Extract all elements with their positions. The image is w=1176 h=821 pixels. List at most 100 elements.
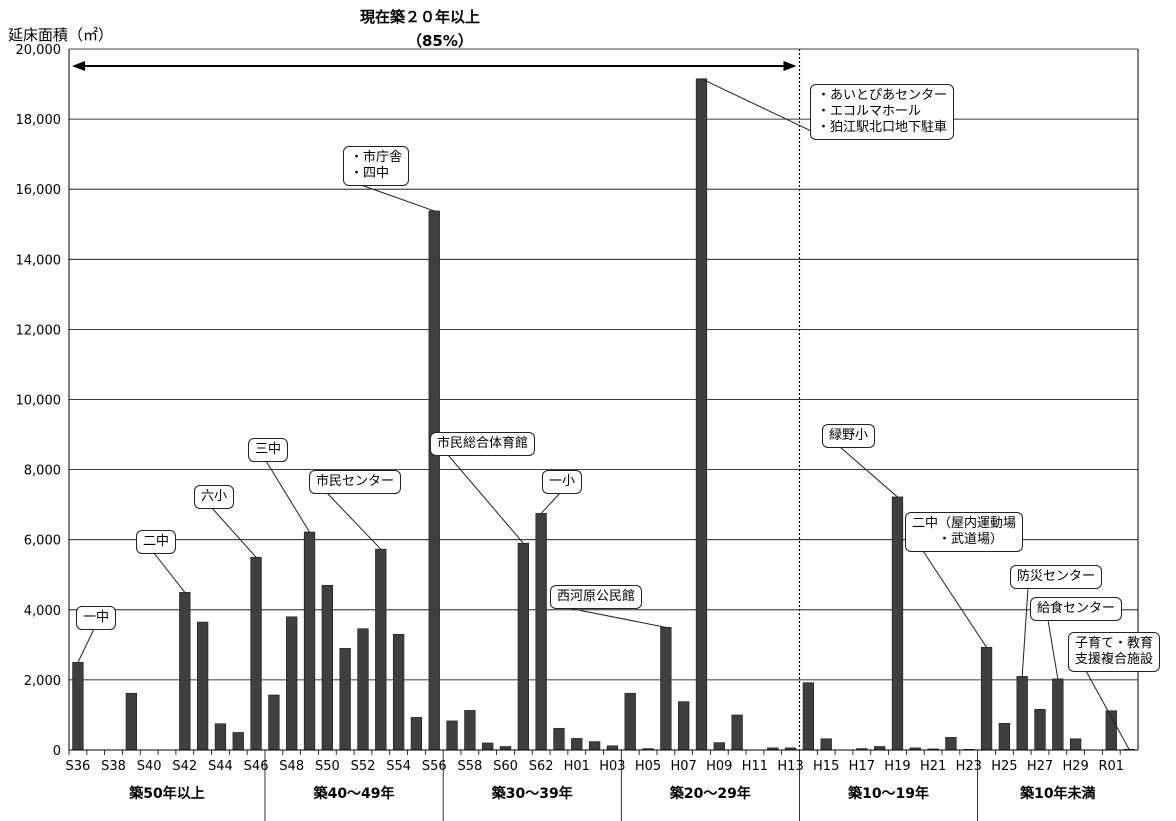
annotations bbox=[72, 49, 1130, 750]
y-axis-title: 延床面積（㎡） bbox=[8, 26, 114, 44]
bar bbox=[802, 682, 815, 751]
x-tick-label: S42 bbox=[172, 759, 197, 774]
x-tick-label: S38 bbox=[101, 759, 126, 774]
bar bbox=[535, 513, 547, 751]
callout-label: 子育て・教育 支援複合施設 bbox=[1068, 632, 1161, 672]
bar bbox=[660, 627, 672, 751]
x-tick-label: H11 bbox=[742, 759, 768, 774]
callout-label: 二中 bbox=[136, 530, 177, 554]
x-tick-label: S58 bbox=[457, 759, 482, 774]
bar bbox=[464, 710, 476, 751]
bar bbox=[695, 78, 708, 751]
bar bbox=[357, 628, 369, 751]
callout-label: 緑野小 bbox=[822, 424, 876, 448]
y-tick-label: 8,000 bbox=[24, 464, 61, 479]
y-tick-label: 6,000 bbox=[24, 534, 61, 549]
bar bbox=[945, 737, 957, 751]
range-arrow-head-left bbox=[72, 61, 85, 71]
bar bbox=[1016, 676, 1028, 751]
x-tick-label: H29 bbox=[1062, 759, 1088, 774]
callout-pointer bbox=[922, 550, 987, 648]
callout-pointer bbox=[567, 607, 666, 628]
callout-label: 給食センター bbox=[1030, 597, 1123, 621]
axes: 0 2,000 4,000 6,000 8,000 10,000 12,000 14,000 1… bbox=[16, 43, 1139, 821]
callout-label: 六小 bbox=[194, 485, 235, 509]
callout-pointer bbox=[77, 628, 95, 663]
callout-pointer bbox=[701, 78, 829, 140]
y-tick-label: 0 bbox=[53, 744, 61, 759]
bar bbox=[446, 720, 458, 751]
x-tick-label: S44 bbox=[208, 759, 233, 774]
x-tick-label: S52 bbox=[351, 759, 376, 774]
bar bbox=[678, 701, 690, 751]
callout-pointer bbox=[447, 454, 524, 544]
bar bbox=[196, 621, 209, 751]
bar bbox=[72, 662, 84, 751]
x-tick-label: H05 bbox=[635, 759, 661, 774]
y-tick-label: 12,000 bbox=[16, 323, 62, 338]
bar bbox=[321, 584, 333, 751]
bar bbox=[624, 692, 636, 751]
x-tick-label: S62 bbox=[529, 759, 554, 774]
x-tick-label: H23 bbox=[956, 759, 982, 774]
bar bbox=[392, 634, 405, 751]
x-tick-label: H17 bbox=[849, 759, 875, 774]
y-tick-label: 18,000 bbox=[16, 113, 62, 128]
group-label: 築50年以上 bbox=[128, 785, 204, 802]
bar bbox=[303, 531, 316, 751]
x-tick-label: S60 bbox=[493, 759, 518, 774]
x-tick-label: H01 bbox=[564, 759, 590, 774]
bar bbox=[588, 741, 601, 751]
group-label: 築10～19年 bbox=[847, 785, 929, 802]
bar bbox=[250, 556, 262, 751]
callout-label: ・市庁舎 ・四中 bbox=[343, 146, 410, 186]
x-tick-label: H27 bbox=[1027, 759, 1053, 774]
callout-pointer bbox=[839, 446, 898, 498]
group-label: 築40～49年 bbox=[313, 785, 395, 802]
bar bbox=[571, 738, 583, 751]
bar bbox=[232, 732, 244, 751]
callout-pointer bbox=[360, 184, 435, 212]
x-tick-label: S54 bbox=[386, 759, 411, 774]
callout-label: 二中（屋内運動場 ・武道場） bbox=[905, 512, 1024, 552]
bar bbox=[891, 496, 904, 751]
annotation-percentage: （85%） bbox=[407, 32, 473, 50]
bar bbox=[980, 647, 993, 751]
x-tick-label: S36 bbox=[66, 759, 91, 774]
callout-label: 三中 bbox=[248, 438, 289, 462]
bar bbox=[606, 745, 619, 751]
callout-pointer bbox=[540, 492, 561, 514]
callout-pointer bbox=[1085, 670, 1130, 750]
x-tick-label: H25 bbox=[991, 759, 1017, 774]
bar bbox=[339, 648, 351, 751]
y-tick-label: 20,000 bbox=[16, 43, 62, 58]
bar bbox=[517, 542, 529, 751]
callout-pointer bbox=[211, 507, 257, 558]
y-tick-label: 16,000 bbox=[16, 183, 62, 198]
x-tick-label: H09 bbox=[706, 759, 732, 774]
bar bbox=[428, 210, 440, 751]
bar bbox=[179, 591, 191, 751]
x-tick-label: S48 bbox=[279, 759, 304, 774]
x-tick-label: H19 bbox=[884, 759, 910, 774]
callout-pointer bbox=[326, 492, 382, 550]
bars bbox=[72, 78, 1135, 751]
group-label: 築20～29年 bbox=[669, 785, 751, 802]
x-tick-label: S46 bbox=[244, 759, 269, 774]
x-tick-label: R01 bbox=[1098, 759, 1124, 774]
bar bbox=[998, 723, 1011, 751]
bar bbox=[125, 692, 138, 751]
callout-pointer bbox=[1047, 619, 1059, 679]
y-tick-label: 2,000 bbox=[24, 674, 61, 689]
bar bbox=[874, 746, 886, 751]
bar bbox=[1052, 678, 1064, 751]
bar bbox=[713, 742, 725, 751]
x-tick-label: H21 bbox=[920, 759, 946, 774]
callout-pointer bbox=[265, 460, 310, 533]
callout-pointer bbox=[153, 552, 186, 593]
callout-label: 市民センター bbox=[309, 470, 402, 494]
callout-label: 一中 bbox=[76, 606, 117, 630]
y-tick-label: 4,000 bbox=[24, 604, 61, 619]
callout-label: 西河原公民館 bbox=[550, 585, 643, 609]
